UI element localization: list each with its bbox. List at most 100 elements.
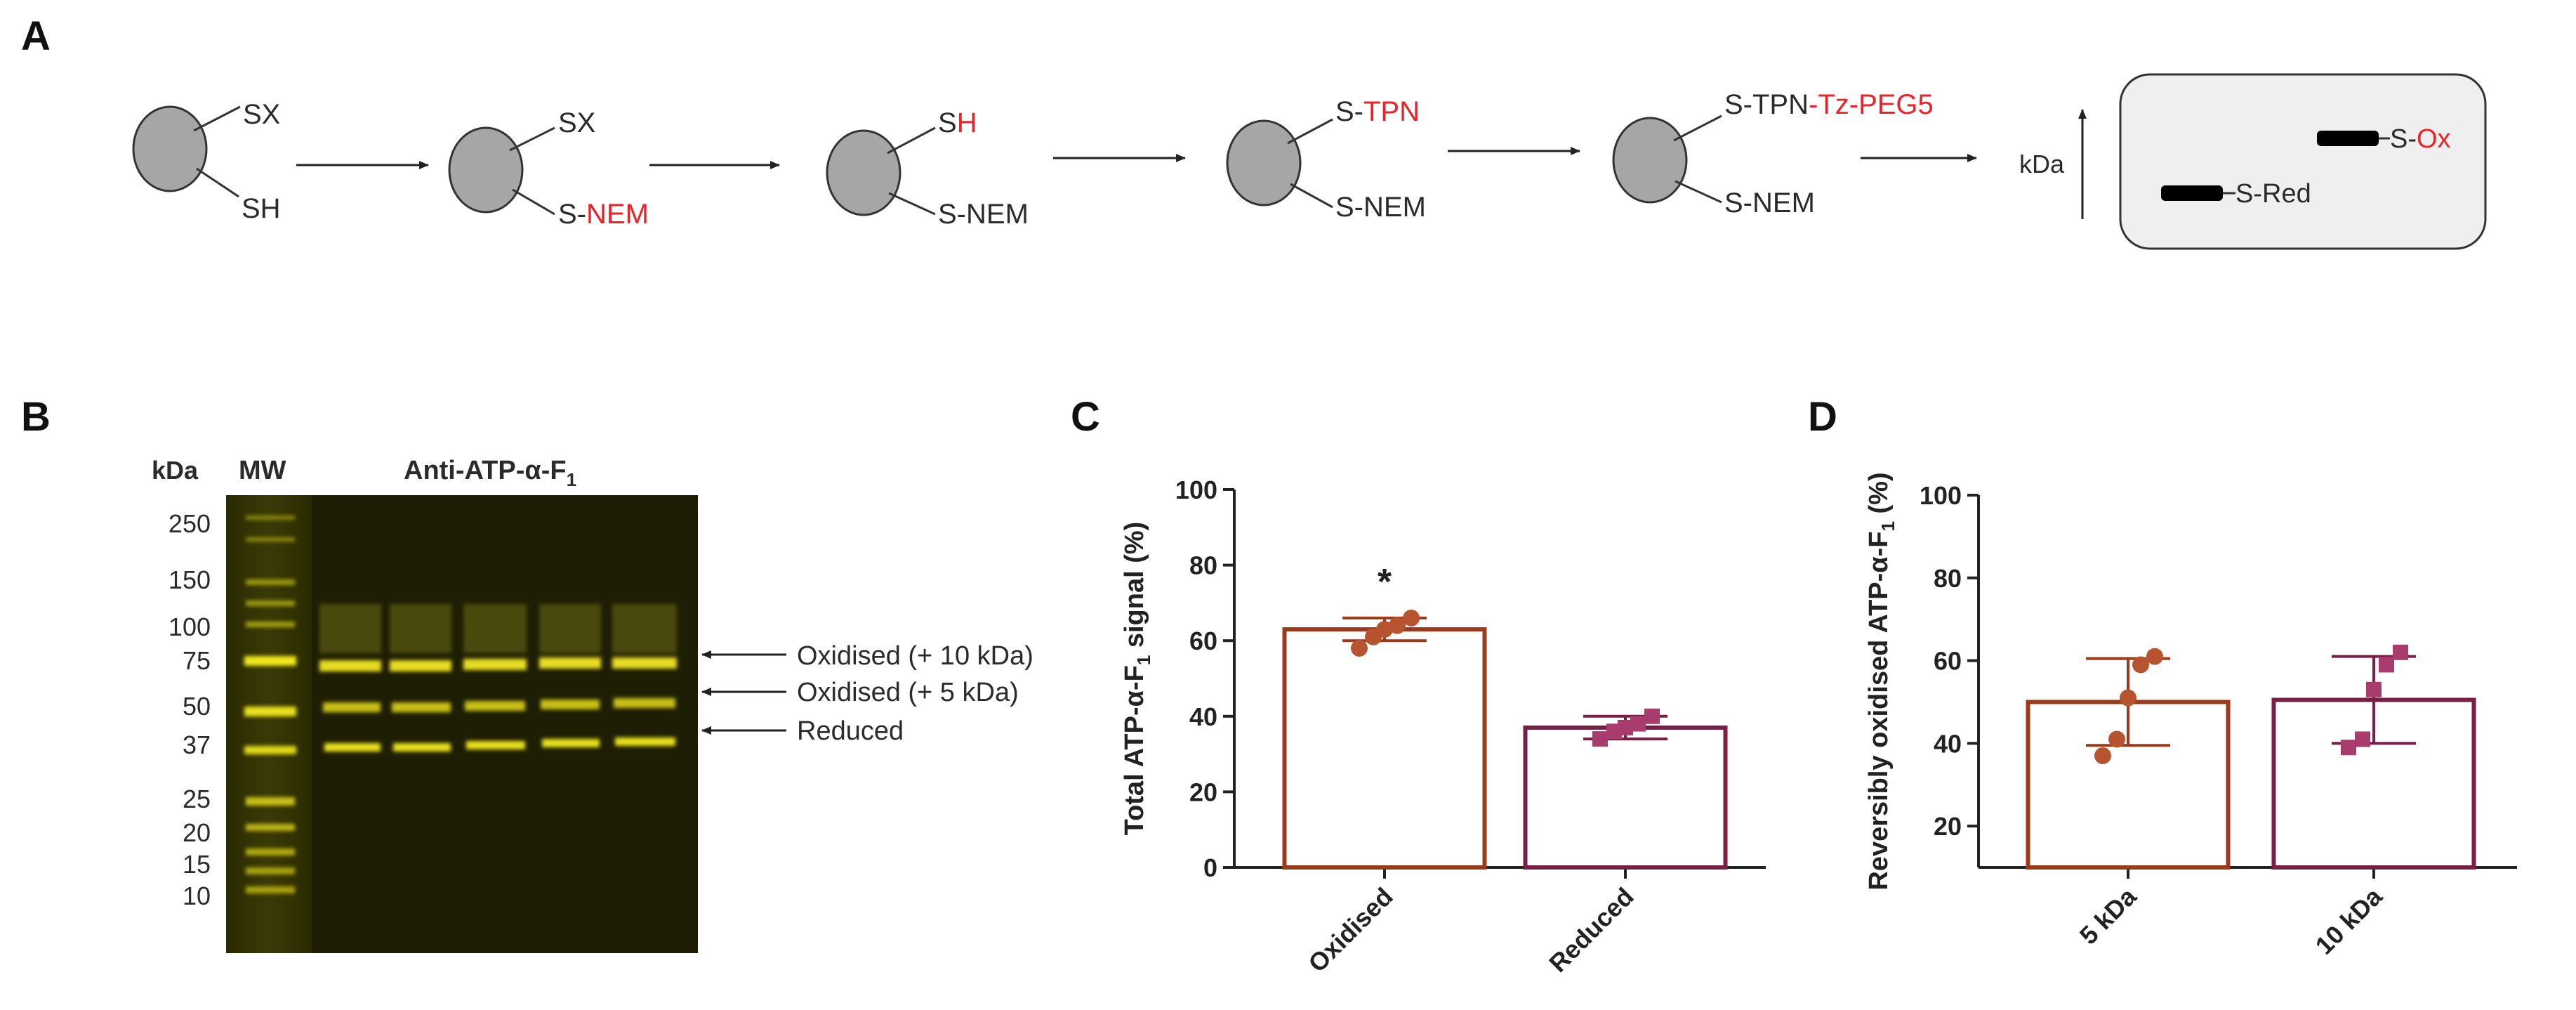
mw-lane: [226, 495, 312, 953]
sample-lane: [539, 604, 601, 747]
step5-bottom-label: S-NEM: [1724, 188, 1815, 218]
x-category-label: Oxidised: [1302, 882, 1399, 978]
data-point: [2120, 689, 2136, 707]
data-point: [2355, 731, 2370, 747]
protein-circle: [1226, 119, 1302, 206]
x-category-label: 10 kDa: [2310, 881, 2389, 960]
protein-circle: [826, 129, 901, 216]
marker-label: 50: [183, 692, 211, 721]
y-axis-label: Total ATP-α-F1 signal (%): [1120, 522, 1154, 836]
scheme-diagram: SX SH SX S-NEM SH S-NEM S-TPN S-NEM S-TP…: [132, 73, 2487, 250]
ladder-band: [246, 516, 295, 520]
y-tick-label: 20: [1934, 812, 1962, 841]
sample-lane: [319, 604, 381, 752]
antibody-header: Anti-ATP-α-F1: [404, 456, 576, 490]
marker-label: 250: [169, 509, 211, 538]
scheme-step-4: S-TPN S-NEM: [1226, 96, 1426, 223]
ladder-band: [246, 886, 295, 893]
western-blot-panel: kDa MW Anti-ATP-α-F1: [152, 456, 1033, 953]
marker-label: 20: [183, 818, 211, 847]
ladder-band: [246, 867, 295, 874]
ladder-band: [246, 848, 295, 855]
data-point: [1630, 716, 1646, 732]
data-point: [1644, 708, 1660, 724]
scheme-step-2: SX S-NEM: [448, 107, 649, 230]
y-tick-label: 40: [1934, 729, 1962, 758]
step2-top-label: SX: [558, 107, 595, 138]
data-point: [2341, 740, 2356, 756]
chart-d: 20 40 60 80 100 Reversibly oxidised ATP-α-F1 …: [1864, 472, 2517, 960]
band-label-ox10: Oxidised (+ 10 kDa): [797, 641, 1033, 671]
sample-lane: [463, 604, 527, 749]
band-label-reduced: Reduced: [797, 716, 904, 746]
panel-letter-a: A: [21, 13, 51, 59]
y-tick-label: 80: [1934, 564, 1962, 593]
y-tick-label: 20: [1189, 778, 1217, 806]
data-point: [2379, 657, 2394, 673]
marker-label: 37: [183, 730, 211, 759]
band-red-label: S-Red: [2235, 179, 2311, 209]
step4-bottom-label: S-NEM: [1335, 192, 1426, 223]
sample-lanes: [319, 604, 677, 752]
step4-top-label: S-TPN: [1335, 96, 1420, 127]
data-point: [1389, 617, 1406, 634]
scheme-step-1: SX SH: [132, 99, 281, 224]
step3-bottom-label: S-NEM: [938, 199, 1029, 230]
data-point: [1376, 621, 1393, 638]
y-tick-label: 40: [1189, 702, 1217, 731]
scheme-step-5: S-TPN-Tz-PEG5 S-NEM: [1612, 89, 1934, 218]
step1-top-label: SX: [243, 99, 280, 130]
data-point: [2146, 648, 2163, 665]
marker-label: 15: [183, 850, 211, 879]
step3-top-label: SH: [938, 107, 977, 138]
data-point: [2132, 656, 2149, 674]
y-tick-label: 80: [1189, 551, 1217, 580]
y-tick-label: 100: [1920, 481, 1962, 510]
step1-bottom-label: SH: [242, 193, 281, 224]
ladder-band: [246, 824, 295, 831]
kda-header: kDa: [152, 456, 199, 485]
ladder-band: [246, 601, 295, 606]
sample-lane: [612, 604, 677, 746]
data-point: [2366, 681, 2382, 697]
protein-circle: [448, 126, 524, 214]
data-point: [1592, 731, 1608, 747]
marker-label: 150: [169, 565, 211, 594]
mini-gel-box: [2119, 73, 2487, 250]
panel-letter-b: B: [21, 394, 51, 440]
data-point: [2393, 644, 2408, 660]
step5-top-label: S-TPN-Tz-PEG5: [1724, 89, 1934, 120]
band-label-ox5: Oxidised (+ 5 kDa): [797, 678, 1019, 707]
marker-label: 10: [183, 881, 211, 910]
data-point: [1351, 639, 1368, 657]
bar: [1282, 627, 1487, 870]
data-point: [2108, 730, 2125, 748]
data-point: [2094, 747, 2111, 764]
ladder-band: [246, 622, 295, 627]
bar: [1523, 725, 1728, 870]
step2-bottom-label: S-NEM: [558, 199, 649, 230]
panel-letter-d: D: [1808, 394, 1837, 440]
x-category-label: 5 kDa: [2074, 881, 2143, 950]
band-annotations: Oxidised (+ 10 kDa) Oxidised (+ 5 kDa) R…: [701, 641, 1033, 746]
y-tick-label: 100: [1175, 476, 1217, 504]
band-ox-label: S-Ox: [2390, 124, 2451, 154]
mini-gel-axis-label: kDa: [2019, 150, 2065, 178]
marker-label: 25: [183, 785, 211, 813]
ladder-band: [244, 707, 296, 716]
mw-header: MW: [239, 456, 286, 485]
marker-label: 100: [169, 612, 211, 641]
protein-circle: [132, 105, 208, 192]
ladder-band: [246, 579, 295, 585]
band-reduced: [2161, 185, 2223, 201]
significance-annotation: *: [1378, 562, 1392, 603]
scheme-step-3: SH S-NEM: [826, 107, 1029, 230]
sample-lane: [390, 604, 451, 752]
data-point: [1618, 719, 1633, 735]
y-axis-label: Reversibly oxidised ATP-α-F1 (%): [1864, 472, 1898, 890]
x-category-label: Reduced: [1543, 882, 1639, 978]
data-point: [1403, 609, 1420, 627]
panel-letter-c: C: [1071, 394, 1100, 440]
mw-ladder: [244, 516, 296, 893]
ladder-band: [246, 537, 295, 542]
